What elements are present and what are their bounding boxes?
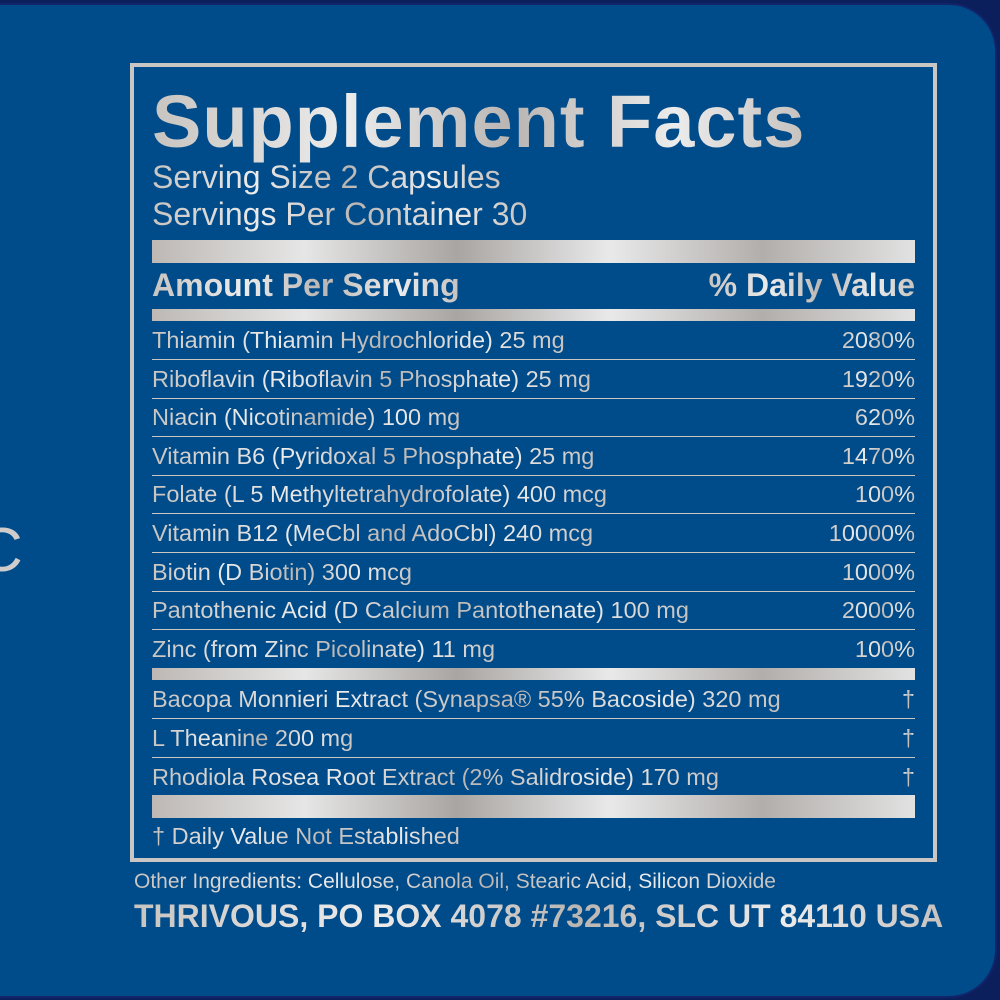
daily-value: † <box>901 724 915 751</box>
nutrient-name: Bacopa Monnieri Extract (Synapsa® 55% Ba… <box>152 686 781 712</box>
nutrient-name: Zinc (from Zinc Picolinate) 11 mg <box>152 636 496 663</box>
nutrient-name: L Theanine 200 mg <box>152 724 354 751</box>
daily-value: 620% <box>854 404 915 431</box>
nutrient-row: Thiamin (Thiamin Hydrochloride) 25 mg 208… <box>152 322 915 360</box>
nutrient-name: Biotin (D Biotin) 300 mcg <box>152 558 412 585</box>
servings-per-container: Servings Per Container 30 <box>152 196 528 232</box>
nutrient-row: Niacin (Nicotinamide) 100 mg 620% <box>152 399 915 438</box>
nutrient-row: L Theanine 200 mg † <box>152 720 915 758</box>
daily-value: 2080% <box>841 327 915 353</box>
nutrient-row: Rhodiola Rosea Root Extract (2% Salidros… <box>152 758 915 796</box>
nutrient-row: Folate (L 5 Methyltetrahydrofolate) 400 … <box>152 476 915 515</box>
table-header: Amount Per Serving % Daily Value <box>152 267 915 304</box>
daily-value: 10000% <box>828 520 915 546</box>
nutrient-name: Vitamin B6 (Pyridoxal 5 Phosphate) 25 mg <box>152 442 595 469</box>
header-amount: Amount Per Serving <box>152 267 460 303</box>
address: THRIVOUS, PO BOX 4078 #73216, SLC UT 841… <box>134 898 944 934</box>
nutrient-name: Niacin (Nicotinamide) 100 mg <box>152 404 461 431</box>
nutrient-row: Biotin (D Biotin) 300 mcg 1000% <box>152 554 915 592</box>
label-panel <box>0 3 997 998</box>
nutrient-row: Vitamin B6 (Pyridoxal 5 Phosphate) 25 mg… <box>152 438 915 476</box>
edge-letter: C <box>0 516 23 585</box>
daily-value: 100% <box>854 481 915 508</box>
nutrient-row: Riboflavin (Riboflavin 5 Phosphate) 25 m… <box>152 361 915 399</box>
medium-divider <box>152 309 915 321</box>
facts-title: Supplement Facts <box>152 80 806 163</box>
nutrient-name: Folate (L 5 Methyltetrahydrofolate) 400 … <box>152 481 607 508</box>
footnote: † Daily Value Not Established <box>152 823 460 849</box>
daily-value: † <box>901 686 915 712</box>
daily-value: 1920% <box>841 365 915 392</box>
daily-value: 100% <box>854 636 915 663</box>
daily-value: 2000% <box>841 597 915 624</box>
serving-size: Serving Size 2 Capsules <box>152 159 501 195</box>
nutrient-name: Vitamin B12 (MeCbl and AdoCbl) 240 mcg <box>152 520 594 546</box>
other-ingredients: Other Ingredients: Cellulose, Canola Oil… <box>134 870 776 893</box>
daily-value: 1470% <box>841 442 915 469</box>
nutrient-name: Thiamin (Thiamin Hydrochloride) 25 mg <box>152 327 565 353</box>
nutrient-name: Pantothenic Acid (D Calcium Pantothenate… <box>152 597 689 624</box>
nutrient-name: Rhodiola Rosea Root Extract (2% Salidros… <box>152 763 719 790</box>
nutrient-row: Vitamin B12 (MeCbl and AdoCbl) 240 mcg 10… <box>152 515 915 553</box>
thick-divider <box>152 240 915 263</box>
nutrient-row: Pantothenic Acid (D Calcium Pantothenate… <box>152 592 915 631</box>
daily-value: 1000% <box>841 558 915 585</box>
nutrient-row: Zinc (from Zinc Picolinate) 11 mg 100% <box>152 631 915 669</box>
supplement-facts-box: Supplement Facts Serving Size 2 Capsules… <box>130 63 937 862</box>
thick-divider <box>152 795 915 818</box>
header-daily-value: % Daily Value <box>708 267 915 303</box>
daily-value: † <box>901 763 915 790</box>
nutrient-name: Riboflavin (Riboflavin 5 Phosphate) 25 m… <box>152 365 591 392</box>
nutrient-row: Bacopa Monnieri Extract (Synapsa® 55% Ba… <box>152 681 915 719</box>
medium-divider <box>152 668 915 680</box>
